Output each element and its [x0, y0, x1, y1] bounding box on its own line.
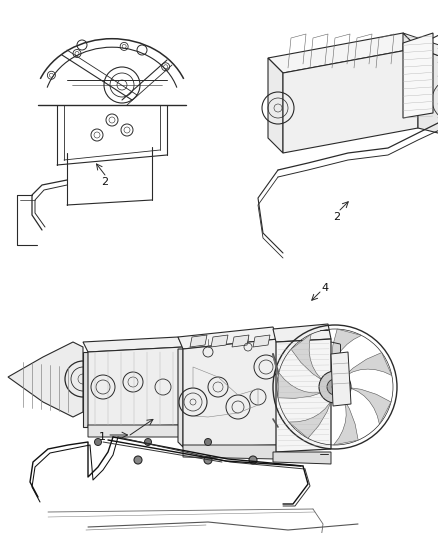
- Polygon shape: [178, 349, 183, 447]
- Polygon shape: [276, 339, 331, 452]
- Text: 4: 4: [321, 283, 328, 293]
- Polygon shape: [403, 33, 438, 63]
- Text: 1: 1: [99, 432, 106, 442]
- Circle shape: [145, 439, 152, 446]
- Polygon shape: [88, 347, 183, 427]
- Polygon shape: [283, 48, 418, 153]
- Polygon shape: [291, 334, 326, 383]
- Polygon shape: [345, 387, 391, 424]
- Circle shape: [205, 439, 212, 446]
- Polygon shape: [268, 33, 418, 73]
- Polygon shape: [278, 373, 326, 398]
- Polygon shape: [403, 33, 433, 118]
- Circle shape: [327, 379, 343, 395]
- Polygon shape: [268, 58, 283, 153]
- Circle shape: [95, 439, 102, 446]
- Circle shape: [249, 456, 257, 464]
- Text: 2: 2: [102, 177, 109, 187]
- Polygon shape: [83, 337, 183, 352]
- Polygon shape: [190, 335, 207, 347]
- Polygon shape: [253, 335, 270, 347]
- Polygon shape: [334, 395, 358, 445]
- Polygon shape: [83, 352, 88, 427]
- Polygon shape: [88, 425, 183, 437]
- Polygon shape: [183, 445, 278, 459]
- Text: 2: 2: [333, 212, 341, 222]
- Polygon shape: [341, 352, 392, 379]
- Circle shape: [204, 456, 212, 464]
- Polygon shape: [273, 324, 331, 342]
- Polygon shape: [331, 352, 351, 406]
- Polygon shape: [332, 329, 361, 377]
- Polygon shape: [8, 342, 83, 417]
- Polygon shape: [418, 48, 438, 138]
- Circle shape: [134, 456, 142, 464]
- Circle shape: [319, 371, 351, 403]
- Polygon shape: [289, 397, 333, 438]
- Polygon shape: [232, 335, 249, 347]
- Polygon shape: [211, 335, 228, 347]
- Polygon shape: [273, 452, 331, 464]
- Polygon shape: [403, 33, 418, 128]
- Polygon shape: [183, 339, 278, 447]
- Polygon shape: [178, 327, 278, 349]
